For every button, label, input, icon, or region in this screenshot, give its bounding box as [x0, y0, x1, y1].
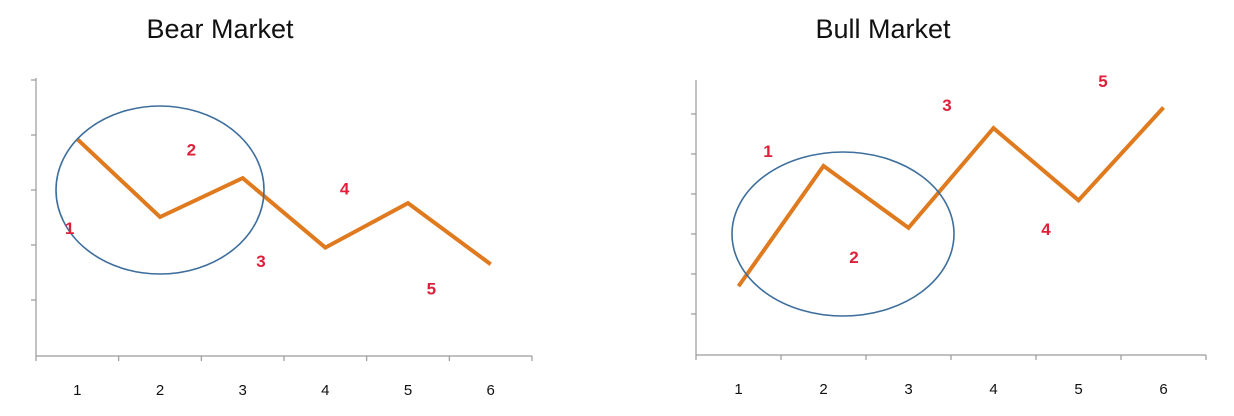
wave-label: 4	[1041, 220, 1051, 239]
wave-label: 4	[340, 179, 350, 198]
series-line	[736, 106, 1165, 288]
x-tick-label: 1	[73, 382, 81, 399]
x-tick-label: 4	[321, 382, 329, 399]
x-tick-label: 5	[404, 382, 412, 399]
x-tick-label: 3	[904, 381, 912, 398]
series-line	[75, 137, 492, 266]
wave-label: 1	[763, 142, 772, 161]
x-tick-label: 6	[486, 382, 494, 399]
wave-label: 3	[942, 96, 951, 115]
highlight-ellipse	[731, 151, 955, 317]
x-tick-label: 6	[1159, 381, 1167, 398]
wave-label: 5	[427, 280, 436, 299]
x-tick-label: 2	[156, 382, 164, 399]
bear-market-chart: Bear Market 1 2 3 4 5 6 1 2 3 4 5	[0, 0, 560, 416]
bull-market-plot: 1 2 3 4 5 6 1 2 3 4 5	[691, 72, 1207, 398]
wave-label: 2	[849, 248, 858, 267]
x-tick-label: 2	[819, 381, 827, 398]
highlight-ellipse	[55, 105, 265, 275]
x-tick-label: 3	[238, 382, 246, 399]
x-tick-label: 1	[734, 381, 742, 398]
wave-label: 5	[1098, 72, 1107, 91]
chart-title: Bear Market	[146, 14, 294, 44]
wave-label: 3	[256, 252, 265, 271]
bull-market-chart: Bull Market 1 2 3 4 5 6 1 2 3 4 5	[660, 0, 1234, 416]
x-tick-label: 4	[989, 381, 997, 398]
chart-title: Bull Market	[815, 14, 951, 44]
wave-label: 2	[187, 141, 196, 160]
bear-market-plot: 1 2 3 4 5 6 1 2 3 4 5	[31, 78, 533, 399]
x-tick-label: 5	[1074, 381, 1082, 398]
wave-label: 1	[65, 219, 74, 238]
